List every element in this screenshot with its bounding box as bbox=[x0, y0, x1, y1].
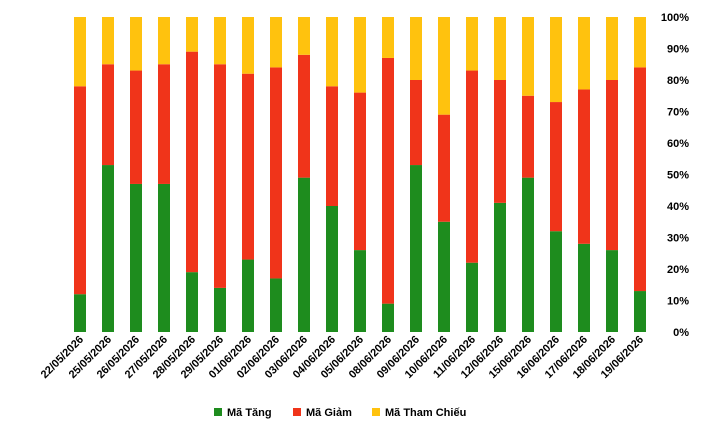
bar-segment-2-17 bbox=[522, 95, 534, 178]
bar-segment-2-9 bbox=[298, 54, 310, 178]
bar-segment-2-2 bbox=[102, 64, 114, 166]
bar-segment-1-15 bbox=[466, 262, 478, 332]
bar-segment-3-20 bbox=[606, 17, 618, 80]
legend-swatch-2 bbox=[293, 408, 301, 416]
bar-segment-1-20 bbox=[606, 250, 618, 332]
y-tick-label: 100% bbox=[661, 12, 689, 24]
legend-label-3: Mã Tham Chiếu bbox=[385, 407, 466, 419]
bar-segment-3-5 bbox=[186, 17, 198, 52]
bar-segment-2-15 bbox=[466, 70, 478, 263]
y-tick-label: 50% bbox=[667, 170, 689, 182]
bar-segment-2-5 bbox=[186, 51, 198, 273]
y-tick-label: 20% bbox=[667, 264, 689, 276]
bar-segment-1-6 bbox=[214, 287, 226, 332]
bar-segment-3-7 bbox=[242, 17, 254, 74]
bar-segment-1-10 bbox=[326, 206, 338, 332]
bar-segment-2-3 bbox=[130, 70, 142, 184]
bar-segment-2-12 bbox=[382, 57, 394, 304]
bar-segment-3-17 bbox=[522, 17, 534, 96]
bar-segment-1-5 bbox=[186, 272, 198, 332]
bar-segment-3-4 bbox=[158, 17, 170, 65]
bar-segment-3-12 bbox=[382, 17, 394, 58]
bar-segment-3-21 bbox=[634, 17, 646, 68]
legend-swatch-1 bbox=[214, 408, 222, 416]
bar-segment-2-10 bbox=[326, 86, 338, 206]
bar-segment-1-2 bbox=[102, 165, 114, 332]
legend-label-1: Mã Tăng bbox=[227, 407, 272, 419]
y-tick-label: 90% bbox=[667, 44, 689, 56]
bar-segment-1-14 bbox=[438, 221, 450, 332]
bar-segment-2-1 bbox=[74, 86, 86, 295]
bar-segment-1-9 bbox=[298, 177, 310, 332]
bar-segment-2-14 bbox=[438, 114, 450, 222]
y-tick-label: 30% bbox=[667, 233, 689, 245]
bar-segment-1-13 bbox=[410, 165, 422, 332]
bar-segment-3-18 bbox=[550, 17, 562, 103]
bar-segment-2-16 bbox=[494, 80, 506, 203]
bar-segment-1-17 bbox=[522, 177, 534, 332]
bar-segment-2-8 bbox=[270, 67, 282, 279]
bar-segment-2-21 bbox=[634, 67, 646, 292]
bar-segment-1-11 bbox=[354, 250, 366, 332]
bar-segment-2-6 bbox=[214, 64, 226, 288]
bar-segment-2-18 bbox=[550, 102, 562, 232]
legend-label-2: Mã Giảm bbox=[306, 407, 352, 419]
bar-segment-1-1 bbox=[74, 294, 86, 332]
y-tick-label: 40% bbox=[667, 201, 689, 213]
bar-segment-3-15 bbox=[466, 17, 478, 71]
bar-segment-1-3 bbox=[130, 183, 142, 332]
bar-segment-1-18 bbox=[550, 231, 562, 332]
y-tick-label: 0% bbox=[673, 327, 689, 339]
legend-swatch-3 bbox=[372, 408, 380, 416]
bar-segment-1-19 bbox=[578, 243, 590, 332]
legend: Mã Tăng Mã Giảm Mã Tham Chiếu bbox=[214, 407, 466, 419]
bar-segment-1-21 bbox=[634, 291, 646, 332]
x-axis: 22/05/202625/05/202626/05/202627/05/2026… bbox=[39, 334, 646, 381]
y-tick-label: 70% bbox=[667, 107, 689, 119]
bar-segment-3-10 bbox=[326, 17, 338, 87]
bar-segment-2-4 bbox=[158, 64, 170, 184]
bar-segment-3-19 bbox=[578, 17, 590, 90]
bar-segment-1-8 bbox=[270, 278, 282, 332]
bar-segment-3-2 bbox=[102, 17, 114, 65]
bar-segment-2-11 bbox=[354, 92, 366, 251]
bar-segment-3-14 bbox=[438, 17, 450, 115]
bar-segment-3-6 bbox=[214, 17, 226, 65]
y-axis: 0% 10% 20% 30% 40% 50% 60% 70% 80% 90% 100% bbox=[661, 12, 689, 339]
bar-segment-2-19 bbox=[578, 89, 590, 244]
bar-segment-1-16 bbox=[494, 202, 506, 332]
bar-segment-3-9 bbox=[298, 17, 310, 55]
bar-segment-2-13 bbox=[410, 80, 422, 166]
bar-segment-3-1 bbox=[74, 17, 86, 87]
bar-segment-2-20 bbox=[606, 80, 618, 251]
bar-segment-1-4 bbox=[158, 183, 170, 332]
y-tick-label: 80% bbox=[667, 75, 689, 87]
bars-layer bbox=[74, 17, 646, 332]
bar-segment-1-7 bbox=[242, 259, 254, 332]
bar-segment-1-12 bbox=[382, 303, 394, 332]
y-tick-label: 10% bbox=[667, 296, 689, 308]
y-tick-label: 60% bbox=[667, 138, 689, 150]
bar-segment-3-16 bbox=[494, 17, 506, 80]
bar-segment-2-7 bbox=[242, 73, 254, 260]
bar-segment-3-8 bbox=[270, 17, 282, 68]
bar-segment-3-3 bbox=[130, 17, 142, 71]
bar-segment-3-13 bbox=[410, 17, 422, 80]
bar-segment-3-11 bbox=[354, 17, 366, 93]
